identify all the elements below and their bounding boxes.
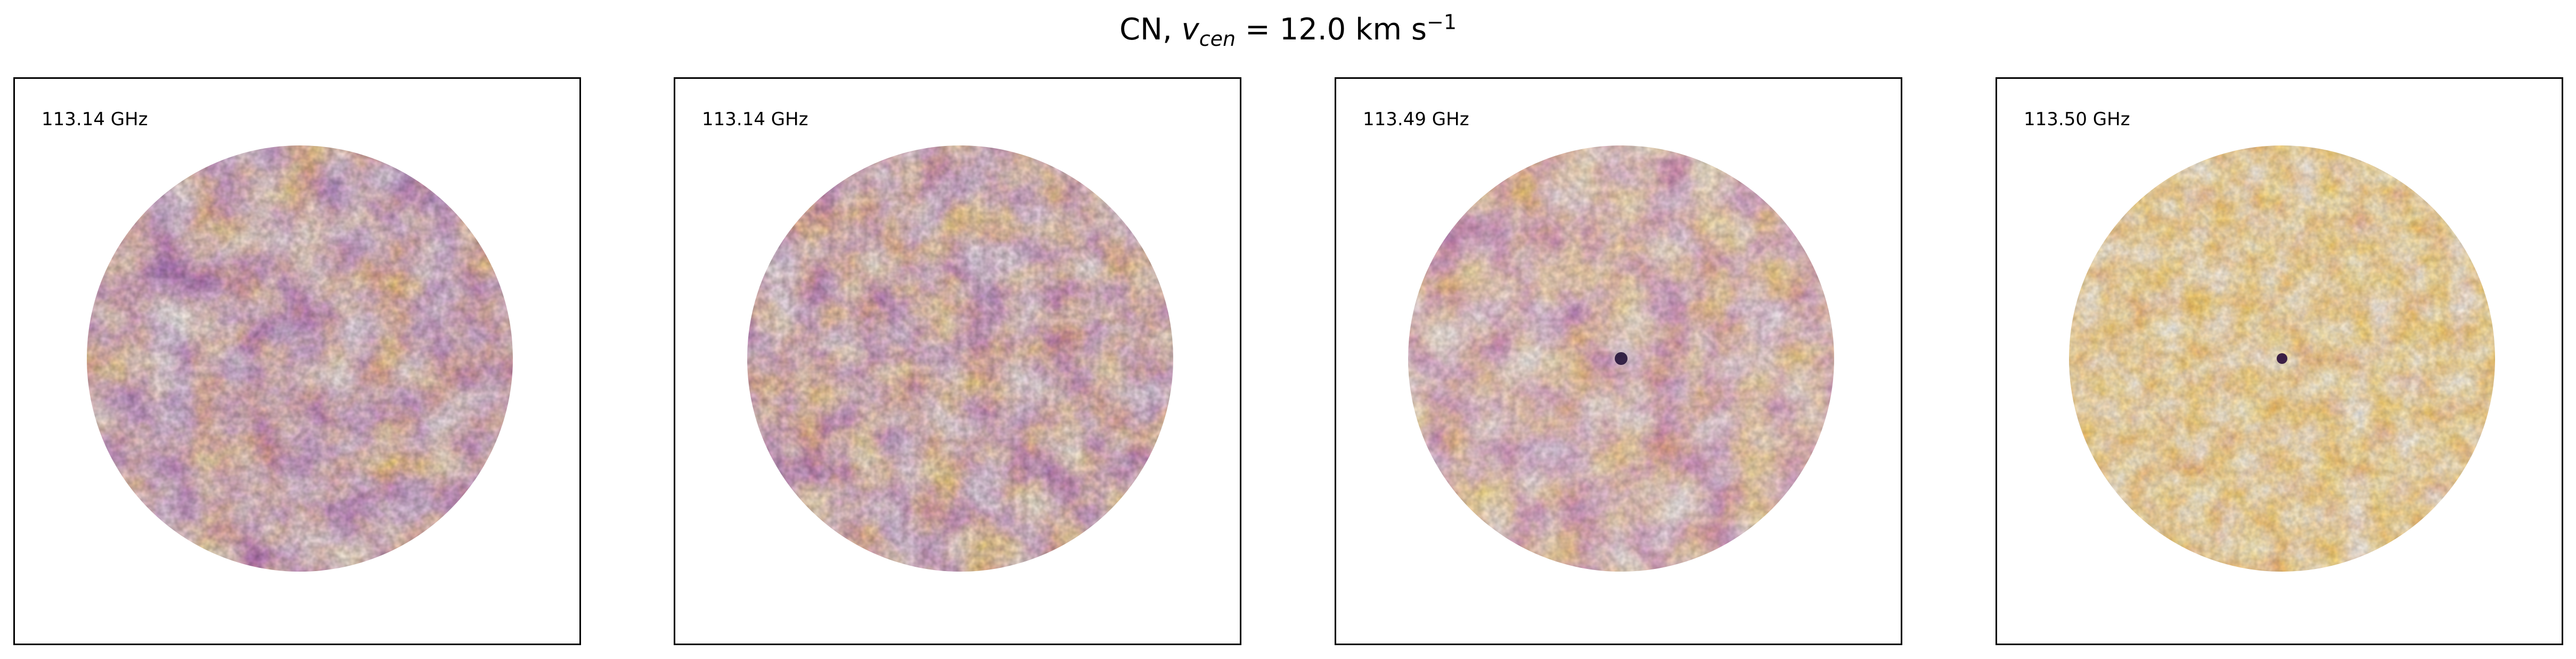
title-value: = 12.0 km s (1236, 12, 1427, 47)
title-velocity-symbol: v (1181, 12, 1199, 47)
channel-map-panel-2: 113.14 GHz (674, 77, 1241, 645)
panel-frequency-label: 113.14 GHz (702, 109, 808, 130)
title-unit-exponent: −1 (1427, 10, 1457, 34)
title-velocity-subscript: cen (1199, 27, 1236, 51)
panel-frequency-label: 113.49 GHz (1363, 109, 1469, 130)
channel-map-image-4 (2069, 145, 2495, 572)
title-prefix: CN, (1119, 12, 1182, 47)
channel-map-image-1 (87, 145, 513, 572)
channel-map-panel-4: 113.50 GHz (1996, 77, 2563, 645)
channel-map-image-3 (1408, 145, 1834, 572)
panel-frequency-label: 113.14 GHz (42, 109, 148, 130)
channel-map-image-2 (747, 145, 1173, 572)
channel-map-panel-1: 113.14 GHz (13, 77, 581, 645)
figure-title: CN, vcen = 12.0 km s−1 (0, 7, 2576, 52)
channel-map-panel-3: 113.49 GHz (1335, 77, 1902, 645)
panel-frequency-label: 113.50 GHz (2024, 109, 2130, 130)
